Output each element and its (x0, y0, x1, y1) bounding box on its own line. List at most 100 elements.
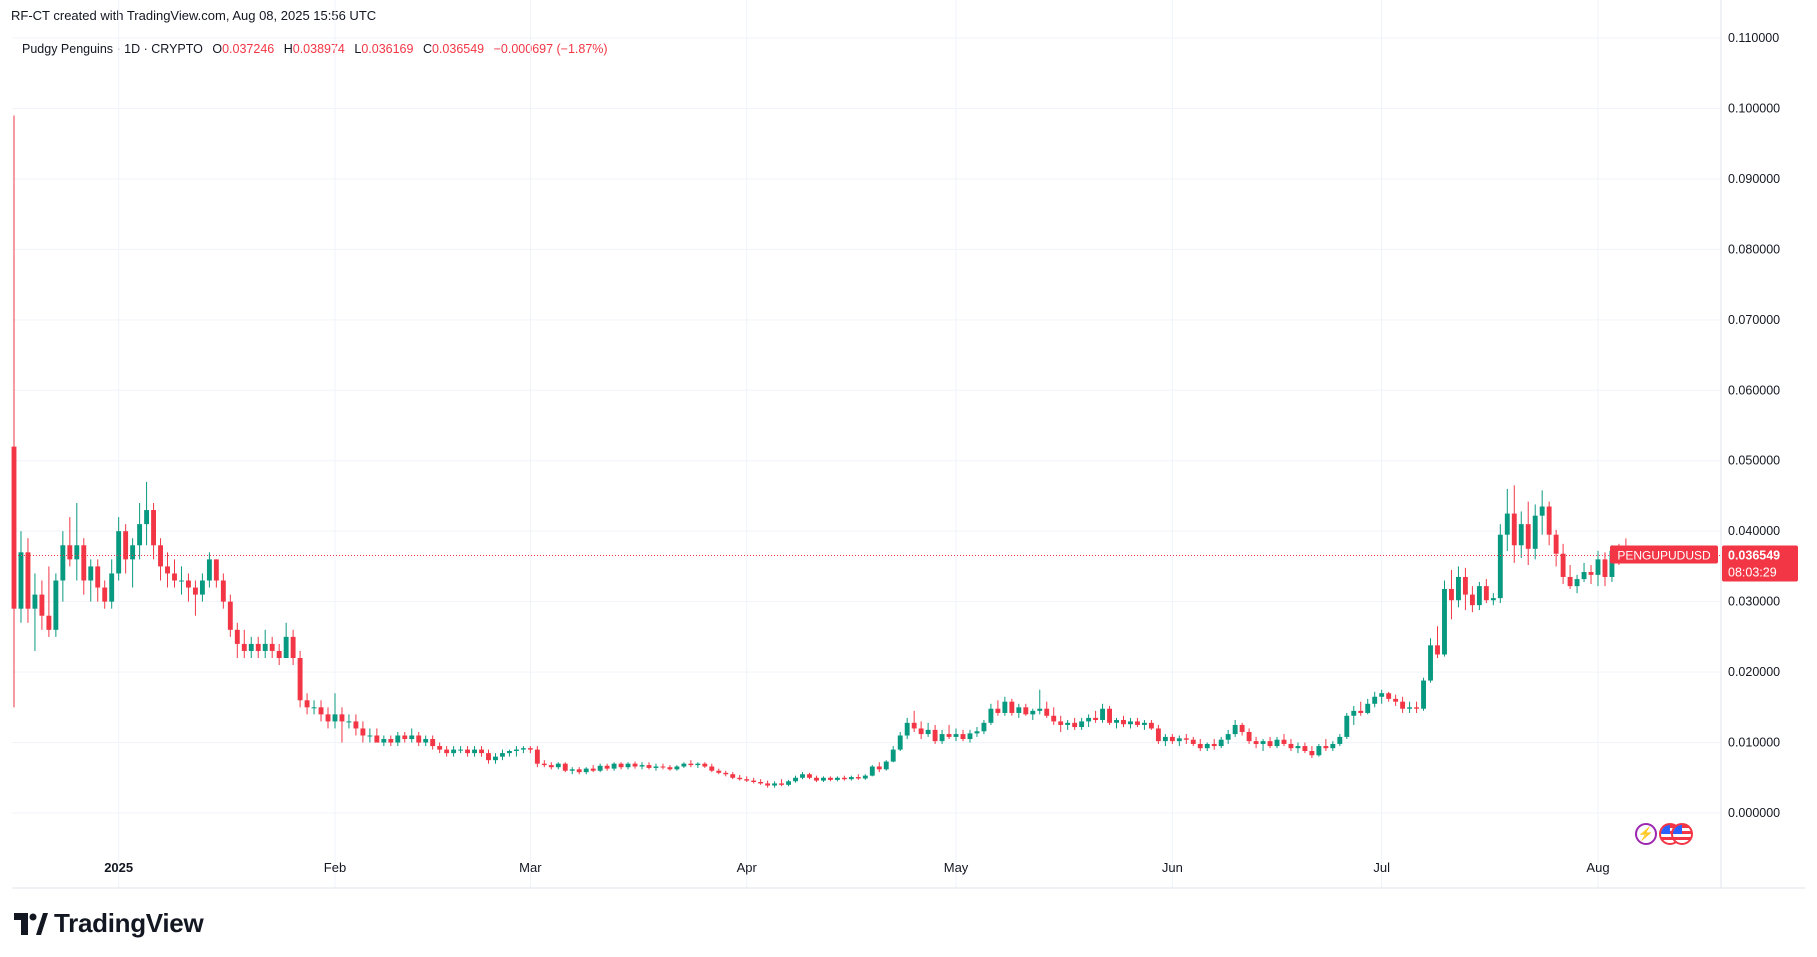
x-tick-label: Aug (1586, 860, 1609, 875)
x-tick-label: Apr (737, 860, 758, 875)
candle-body (1114, 720, 1119, 723)
candle-body (904, 722, 910, 736)
candle-body (625, 763, 631, 768)
candle-body (60, 545, 66, 581)
candle-body (32, 594, 38, 609)
price-axis[interactable]: 0.000000 0.010000 0.020000 0.030000 0.040000… (1728, 31, 1780, 820)
candle-body (869, 766, 875, 776)
candle-body (995, 708, 1001, 713)
candle-body (158, 545, 163, 567)
candle-body (695, 763, 701, 766)
lightning-icon[interactable]: ⚡ (1635, 823, 1657, 845)
candle-body (562, 763, 568, 771)
candle-body (1107, 708, 1112, 723)
candle-body (1037, 708, 1043, 711)
candle-body (172, 573, 177, 581)
candle-body (1595, 559, 1601, 575)
candle-body (388, 739, 394, 743)
candle-body (855, 777, 861, 779)
candle-body (786, 781, 791, 785)
candle-body (527, 748, 533, 750)
candles (11, 115, 1629, 788)
candle-body (1518, 524, 1524, 546)
candle-body (430, 739, 436, 747)
candle-body (1267, 741, 1273, 747)
candle-body (925, 729, 931, 735)
candle-body (737, 777, 743, 780)
candle-body (646, 765, 652, 768)
candle-body (290, 636, 296, 658)
y-tick-label: 0.020000 (1728, 665, 1780, 679)
candle-body (1316, 746, 1322, 756)
candle-body (1135, 721, 1140, 725)
symbol-legend: Pudgy Penguins · 1D · CRYPTO O0.037246 H… (22, 42, 608, 56)
candle-body (1442, 588, 1447, 655)
candle-body (1414, 707, 1420, 709)
candle-body (1497, 534, 1503, 599)
candle-body (1023, 707, 1029, 715)
candle-body (1058, 721, 1064, 725)
candle-body (409, 735, 415, 740)
candle-body (18, 552, 24, 609)
candle-body (953, 734, 959, 737)
candle-body (716, 770, 722, 773)
candle-body (416, 735, 422, 743)
candle-body (1295, 746, 1301, 749)
candle-body (660, 766, 666, 768)
candle-body (1072, 722, 1078, 728)
candle-body (130, 545, 136, 560)
candle-body (353, 721, 359, 729)
candle-body (39, 594, 45, 616)
candle-body (814, 777, 819, 781)
high-label: H (283, 42, 293, 56)
candle-body (1511, 513, 1517, 546)
candle-body (1197, 743, 1203, 749)
candle-body (1372, 696, 1378, 704)
close-label: C (422, 42, 432, 56)
time-axis[interactable]: 2025 Feb Mar Apr May Jun Jul Aug (104, 860, 1609, 875)
candle-body (46, 615, 52, 630)
candle-body (234, 629, 240, 644)
candle-body (1435, 645, 1440, 655)
x-tick-label: May (944, 860, 969, 875)
candle-body (1560, 553, 1566, 577)
candle-body (1009, 701, 1015, 713)
candle-body (1239, 724, 1245, 732)
candle-body (1232, 724, 1238, 735)
candle-body (1344, 715, 1350, 737)
candle-body (618, 763, 624, 768)
candle-body (1323, 746, 1329, 749)
candle-body (1302, 746, 1308, 751)
candle-body (53, 580, 59, 630)
candle-body (1281, 739, 1287, 744)
tradingview-logo[interactable]: TradingView (14, 908, 204, 939)
y-tick-label: 0.040000 (1728, 524, 1780, 538)
candle-body (479, 749, 484, 754)
candle-body (1183, 738, 1189, 740)
candle-body (723, 772, 729, 775)
symbol-name: Pudgy Penguins · 1D · CRYPTO (22, 42, 203, 56)
y-tick-label: 0.090000 (1728, 172, 1780, 186)
y-tick-label: 0.010000 (1728, 736, 1780, 750)
candle-body (1211, 743, 1217, 747)
candle-body (1553, 534, 1559, 554)
candle-body (1546, 506, 1552, 535)
candle-body (667, 767, 673, 770)
candle-body (276, 650, 282, 658)
candle-body (1093, 717, 1099, 720)
open-value: 0.037246 (222, 42, 275, 56)
candle-body (1121, 720, 1126, 725)
us-flag-icon[interactable] (1671, 823, 1693, 845)
candle-body (74, 545, 80, 560)
candle-body (555, 763, 561, 768)
low-value: 0.036169 (361, 42, 414, 56)
y-tick-label: 0.110000 (1728, 31, 1779, 45)
candle-body (1358, 710, 1364, 713)
candle-body (346, 721, 352, 723)
candle-body (11, 446, 17, 609)
candle-body (960, 734, 966, 740)
candle-body (1253, 741, 1259, 744)
candle-body (116, 531, 122, 574)
ticker-tag: PENGUPUDUSD (1617, 548, 1711, 562)
